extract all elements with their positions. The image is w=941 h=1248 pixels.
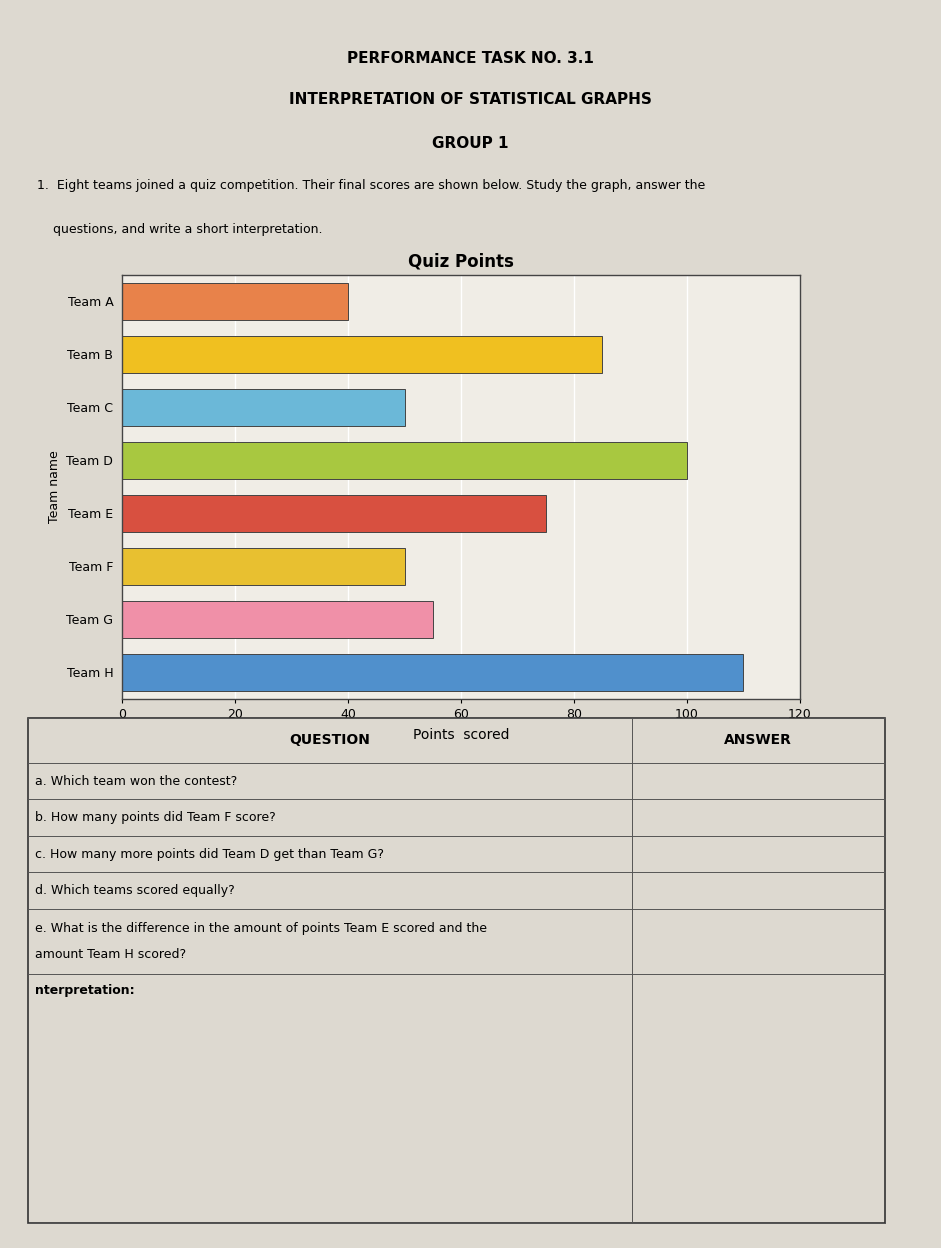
Text: questions, and write a short interpretation.: questions, and write a short interpretat… [37, 222, 322, 236]
Text: d. Which teams scored equally?: d. Which teams scored equally? [35, 884, 235, 897]
Text: a. Which team won the contest?: a. Which team won the contest? [35, 775, 237, 787]
Text: PERFORMANCE TASK NO. 3.1: PERFORMANCE TASK NO. 3.1 [347, 51, 594, 66]
Bar [122, 282, 348, 319]
Text: e. What is the difference in the amount of points Team E scored and the: e. What is the difference in the amount … [35, 922, 487, 935]
Text: INTERPRETATION OF STATISTICAL GRAPHS: INTERPRETATION OF STATISTICAL GRAPHS [289, 92, 652, 107]
Bar [122, 600, 433, 638]
Text: GROUP 1: GROUP 1 [432, 136, 509, 151]
Text: 1.  Eight teams joined a quiz competition. Their final scores are shown below. S: 1. Eight teams joined a quiz competition… [37, 178, 705, 192]
Bar [122, 336, 602, 373]
Text: amount Team H scored?: amount Team H scored? [35, 947, 186, 961]
Bar [122, 654, 743, 691]
Bar [122, 442, 687, 479]
Y-axis label: Team name: Team name [48, 451, 61, 523]
Text: QUESTION: QUESTION [290, 734, 371, 748]
Bar [122, 388, 405, 426]
Text: nterpretation:: nterpretation: [35, 985, 135, 997]
Bar [122, 494, 546, 532]
X-axis label: Points  scored: Points scored [413, 728, 509, 741]
Title: Quiz Points: Quiz Points [408, 252, 514, 271]
Text: ANSWER: ANSWER [725, 734, 792, 748]
Text: b. How many points did Team F score?: b. How many points did Team F score? [35, 811, 276, 824]
Bar [122, 548, 405, 585]
Text: c. How many more points did Team D get than Team G?: c. How many more points did Team D get t… [35, 847, 384, 861]
